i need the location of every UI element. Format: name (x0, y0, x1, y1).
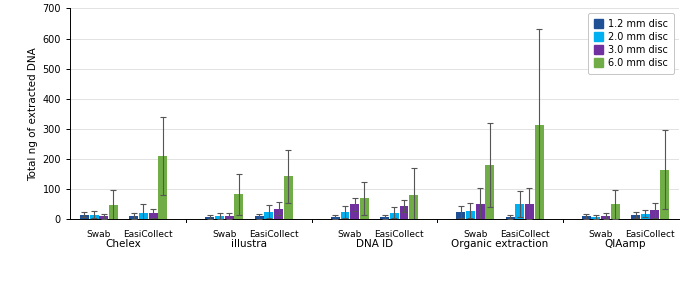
Bar (380, 217, 389, 219)
Bar (274, 209, 283, 219)
Text: DNA ID: DNA ID (356, 239, 393, 249)
Bar (456, 212, 466, 219)
Bar (265, 212, 273, 219)
Text: Organic extraction: Organic extraction (452, 239, 549, 249)
Bar (148, 213, 158, 219)
Bar (255, 216, 264, 219)
Bar (215, 216, 224, 219)
Bar (601, 216, 610, 219)
Bar (660, 169, 669, 219)
Text: Swab: Swab (589, 230, 613, 239)
Bar (206, 217, 214, 219)
Bar (158, 156, 167, 219)
Bar (611, 204, 620, 219)
Bar (485, 165, 494, 219)
Legend: 1.2 mm disc, 2.0 mm disc, 3.0 mm disc, 6.0 mm disc: 1.2 mm disc, 2.0 mm disc, 3.0 mm disc, 6… (588, 13, 674, 74)
Bar (331, 217, 340, 219)
Text: Swab: Swab (463, 230, 487, 239)
Text: Swab: Swab (337, 230, 362, 239)
Bar (476, 204, 484, 219)
Bar (130, 216, 138, 219)
Bar (341, 212, 349, 219)
Text: EasiCollect: EasiCollect (374, 230, 424, 239)
Text: QIAamp: QIAamp (605, 239, 646, 249)
Bar (400, 206, 408, 219)
Bar (410, 195, 418, 219)
Bar (360, 198, 369, 219)
Bar (592, 217, 601, 219)
Bar (640, 214, 650, 219)
Text: Swab: Swab (87, 230, 111, 239)
Bar (234, 194, 244, 219)
Text: EasiCollect: EasiCollect (249, 230, 298, 239)
Bar (225, 216, 234, 219)
Bar (525, 203, 534, 219)
Bar (515, 204, 524, 219)
Text: illustra: illustra (231, 239, 267, 249)
Bar (535, 125, 543, 219)
Bar (90, 215, 99, 219)
Bar (466, 211, 475, 219)
Bar (505, 217, 514, 219)
Bar (390, 212, 399, 219)
Text: Chelex: Chelex (106, 239, 141, 249)
Y-axis label: Total ng of extracted DNA: Total ng of extracted DNA (28, 47, 38, 181)
Text: EasiCollect: EasiCollect (123, 230, 173, 239)
Bar (350, 204, 359, 219)
Bar (284, 176, 293, 219)
Bar (109, 205, 118, 219)
Bar (80, 215, 89, 219)
Bar (582, 216, 591, 219)
Bar (650, 210, 659, 219)
Bar (139, 212, 148, 219)
Text: Swab: Swab (212, 230, 237, 239)
Bar (631, 215, 640, 219)
Text: EasiCollect: EasiCollect (500, 230, 550, 239)
Text: EasiCollect: EasiCollect (625, 230, 675, 239)
Bar (99, 216, 108, 219)
